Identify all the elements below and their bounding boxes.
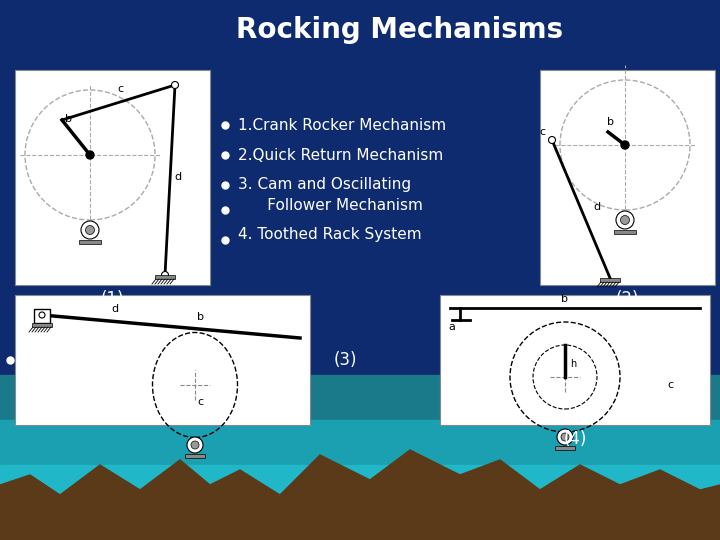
Polygon shape — [0, 450, 720, 540]
Text: c: c — [667, 380, 673, 390]
Circle shape — [557, 429, 573, 445]
Circle shape — [621, 141, 629, 149]
Circle shape — [81, 221, 99, 239]
Circle shape — [191, 441, 199, 449]
Text: Follower Mechanism: Follower Mechanism — [238, 198, 423, 213]
Text: (4): (4) — [563, 430, 587, 448]
Text: d: d — [593, 202, 600, 212]
Text: (1): (1) — [101, 290, 125, 308]
Text: c: c — [117, 84, 123, 94]
Circle shape — [39, 312, 45, 318]
Bar — [614, 230, 636, 234]
Circle shape — [86, 226, 94, 234]
Text: d: d — [174, 172, 181, 182]
Bar — [0, 420, 720, 540]
Text: 3. Cam and Oscillating: 3. Cam and Oscillating — [238, 178, 411, 192]
Text: a: a — [449, 322, 456, 332]
Circle shape — [549, 137, 556, 144]
Text: b: b — [197, 312, 204, 322]
Bar — [15, 295, 310, 425]
Bar — [79, 240, 101, 244]
Text: h: h — [570, 359, 576, 369]
Bar — [440, 295, 710, 425]
Text: c: c — [539, 127, 545, 137]
Text: b: b — [65, 114, 71, 124]
Text: Rocking Mechanisms: Rocking Mechanisms — [236, 16, 564, 44]
Bar — [0, 465, 720, 540]
Text: 1.Crank Rocker Mechanism: 1.Crank Rocker Mechanism — [238, 118, 446, 132]
Bar — [0, 375, 720, 540]
Text: b: b — [562, 294, 569, 304]
Circle shape — [86, 151, 94, 159]
Bar — [540, 70, 715, 285]
Bar — [555, 446, 575, 450]
Text: (3): (3) — [333, 351, 356, 369]
Text: (2): (2) — [616, 290, 639, 308]
Text: c: c — [197, 397, 203, 407]
Bar — [32, 323, 52, 327]
Circle shape — [187, 437, 203, 453]
Circle shape — [616, 211, 634, 229]
Bar — [15, 70, 210, 285]
Circle shape — [621, 215, 629, 225]
Circle shape — [561, 433, 569, 441]
Bar — [155, 275, 175, 279]
Circle shape — [171, 82, 179, 89]
Text: d: d — [112, 304, 119, 314]
FancyBboxPatch shape — [34, 309, 50, 323]
Bar — [600, 278, 620, 282]
Text: 4. Toothed Rack System: 4. Toothed Rack System — [238, 227, 422, 242]
Text: b: b — [606, 117, 613, 127]
Bar — [185, 454, 205, 458]
Circle shape — [161, 272, 168, 279]
Text: 2.Quick Return Mechanism: 2.Quick Return Mechanism — [238, 147, 444, 163]
